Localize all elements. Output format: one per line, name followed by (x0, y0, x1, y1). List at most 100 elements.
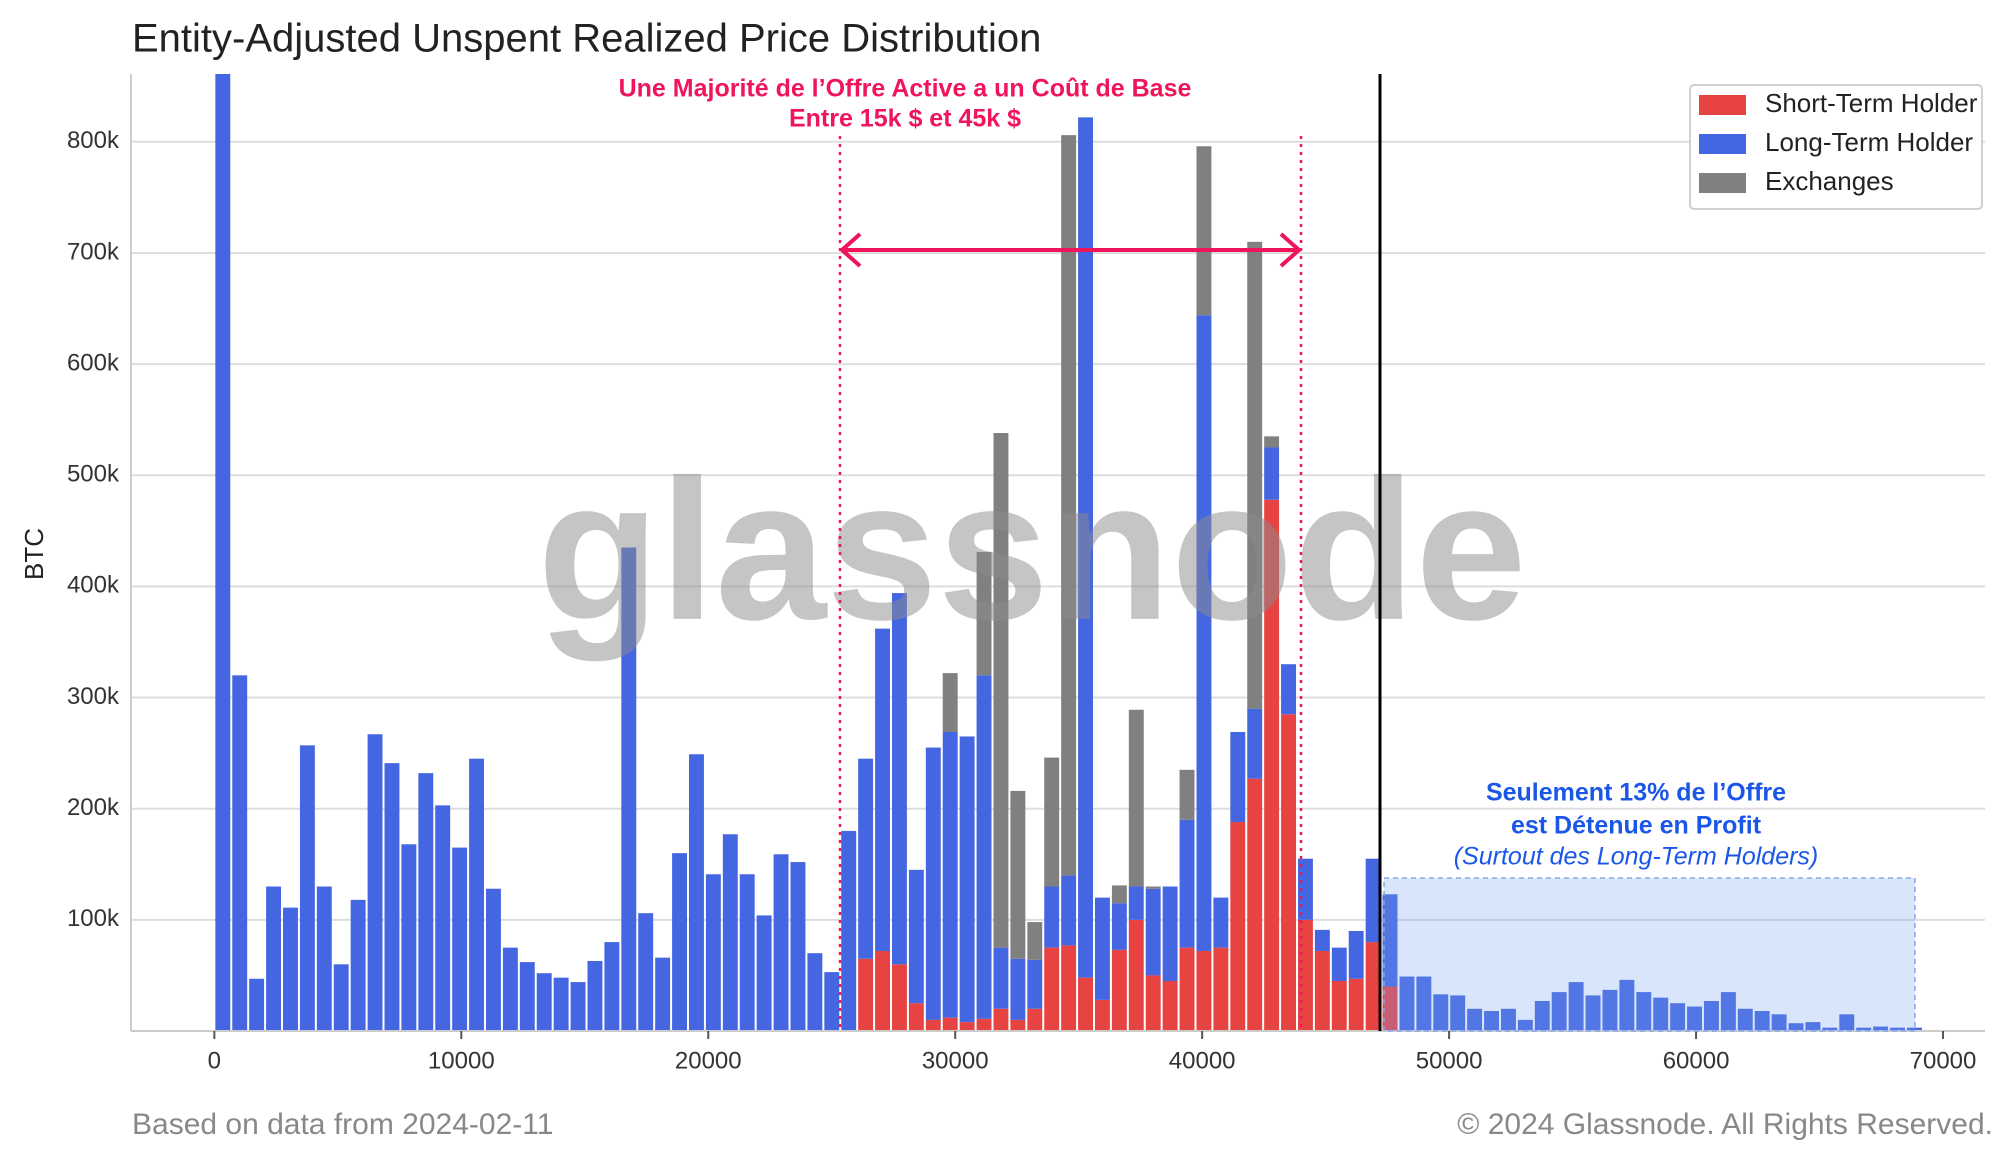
bar-segment (1467, 1008, 1483, 1031)
bar-segment (1906, 1027, 1922, 1031)
bar-segment (638, 913, 654, 1031)
bar-segment (1365, 858, 1381, 943)
bar-segment (1687, 1006, 1702, 1031)
bar-segment (739, 874, 755, 1031)
x-tick-label: 60000 (1663, 1047, 1730, 1074)
profit-region (1383, 877, 1916, 1032)
bar-segment (316, 886, 332, 1031)
y-tick-label: 800k (67, 127, 120, 154)
x-tick-label: 0 (208, 1047, 221, 1074)
bar-segment (1061, 135, 1077, 876)
bar-segment (959, 736, 975, 1023)
bar-segment (1653, 997, 1669, 1031)
bar-segment (1297, 919, 1313, 1031)
bar-segment (875, 628, 890, 951)
bar-segment (299, 745, 315, 1031)
legend-swatch (1699, 95, 1746, 115)
bar-segment (891, 964, 907, 1031)
bar-segment (1281, 664, 1296, 715)
chart-title: Entity-Adjusted Unspent Realized Price D… (132, 17, 1041, 61)
bar-segment (1703, 1000, 1719, 1031)
legend-label: Short-Term Holder (1765, 88, 1978, 118)
bar-segment (1805, 1022, 1821, 1031)
bar-segment (1179, 947, 1195, 1031)
bar-segment (959, 1022, 975, 1031)
bar-segment (1027, 959, 1043, 1009)
copyright: © 2024 Glassnode. All Rights Reserved. (1457, 1108, 1993, 1141)
bar-segment (925, 747, 941, 1020)
bar-segment (1264, 447, 1280, 500)
bar-segment (1416, 976, 1432, 1031)
bar-segment (976, 1018, 992, 1031)
bar-segment (841, 830, 857, 1031)
bar-segment (858, 958, 874, 1031)
x-tick-label: 50000 (1416, 1047, 1483, 1074)
bar-segment (1145, 975, 1161, 1031)
legend-box (1689, 84, 1983, 210)
annotation-range-line: Une Majorité de l’Offre Active a un Coût… (619, 75, 1192, 103)
bar-segment (1433, 994, 1449, 1031)
bar-segment (942, 673, 958, 733)
bar-segment (553, 977, 569, 1031)
bar-segment (469, 758, 485, 1031)
range-arrow (838, 232, 1303, 268)
bar-segment (1450, 995, 1466, 1031)
bar-segment (1061, 945, 1077, 1031)
bar-segment (333, 964, 349, 1031)
bar-segment (1348, 930, 1364, 979)
annotation-profit-line: Seulement 13% de l’Offre (1486, 779, 1786, 807)
bar-segment (1619, 979, 1635, 1031)
ticks: 100k 200k 300k 400k 500k 600k 700k 800k 0 10000 20… (67, 127, 1976, 1074)
bar-segment (1399, 976, 1415, 1031)
x-tick-label: 40000 (1169, 1047, 1236, 1074)
bar-segment (367, 734, 383, 1031)
bar-segment (1111, 949, 1127, 1031)
bar-segment (452, 847, 468, 1031)
bar-segment (1771, 1014, 1787, 1031)
legend-label: Long-Term Holder (1765, 127, 1973, 157)
bar-segment (993, 433, 1009, 948)
bar-segment (942, 1017, 958, 1031)
bar-segment (705, 874, 721, 1031)
bar-segment (1314, 950, 1330, 1031)
bar-segment (1027, 1008, 1043, 1031)
bar-segment (1856, 1027, 1872, 1031)
bar-segment (502, 947, 518, 1031)
bars (215, 74, 1922, 1031)
bar-segment (1602, 989, 1618, 1031)
bar-segment (655, 957, 671, 1031)
bar-segment (1822, 1027, 1838, 1031)
bar-segment (1551, 992, 1567, 1031)
bar-segment (1636, 992, 1652, 1031)
bar-segment (232, 675, 248, 1031)
bar-segment (384, 763, 400, 1031)
y-tick-label: 300k (67, 683, 120, 710)
watermark: glassnode (537, 439, 1526, 662)
bar-segment (1044, 757, 1060, 887)
bar-segment (1094, 897, 1110, 1000)
bar-segment (1264, 499, 1280, 1031)
bar-segment (1162, 980, 1178, 1031)
bar-segment (486, 888, 501, 1031)
bar-segment (773, 854, 789, 1031)
bar-segment (908, 869, 924, 1004)
bar-segment (976, 675, 992, 1019)
bar-segment (1534, 1000, 1550, 1031)
bar-segment (1517, 1019, 1533, 1031)
bar-segment (1314, 929, 1330, 951)
bar-segment (756, 915, 772, 1031)
bar-segment (891, 593, 907, 965)
annotation-range-line: Entre 15k $ et 45k $ (789, 105, 1021, 133)
bar-segment (1348, 978, 1364, 1031)
bar-segment (807, 953, 823, 1031)
bar-segment (1568, 982, 1584, 1031)
bar-segment (1788, 1023, 1804, 1031)
legend-swatch (1699, 134, 1746, 154)
bar-segment (1111, 885, 1127, 904)
bar-segment (1010, 1019, 1026, 1031)
bar-segment (1179, 819, 1195, 948)
bar-segment (266, 886, 282, 1031)
bar-segment (1162, 886, 1178, 981)
bar-segment (1484, 1010, 1499, 1031)
bar-segment (1196, 146, 1212, 316)
